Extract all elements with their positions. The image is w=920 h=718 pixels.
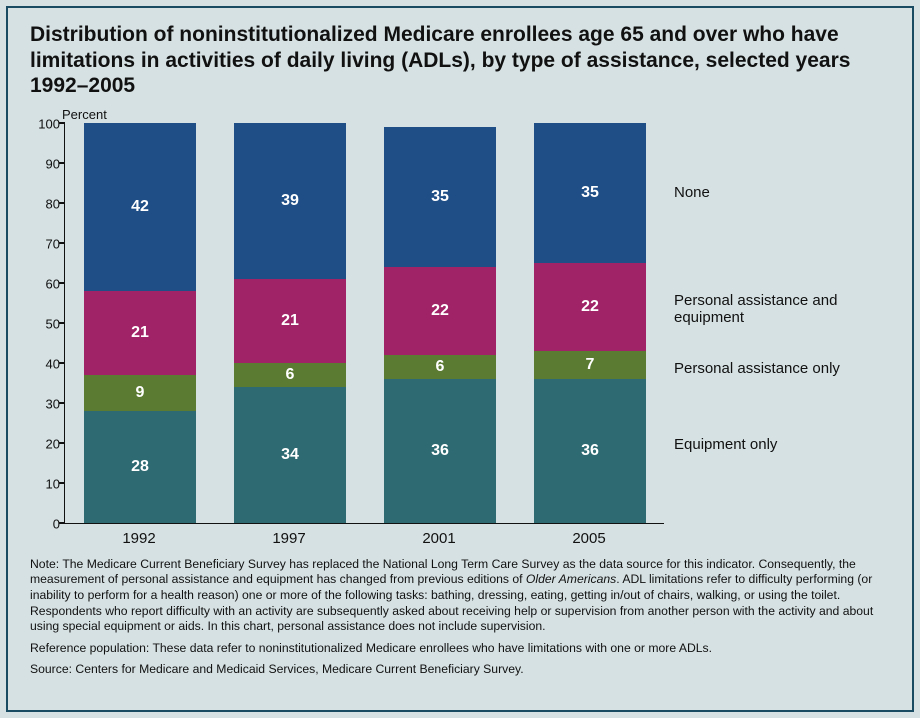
segment-personal_equip: 21 <box>84 291 196 375</box>
segment-equipment_only: 34 <box>234 387 346 523</box>
y-axis-label: Percent <box>62 107 890 122</box>
segment-personal_only: 6 <box>384 355 496 379</box>
chart-zone: 0102030405060708090100 28921423462139366… <box>30 124 890 524</box>
y-tick-label: 70 <box>46 236 60 251</box>
legend-item-personal_only: Personal assistance only <box>674 360 840 377</box>
segment-none: 35 <box>384 127 496 267</box>
y-axis: 0102030405060708090100 <box>30 124 64 524</box>
y-tick-mark <box>59 242 65 244</box>
footnotes: Note: The Medicare Current Beneficiary S… <box>30 557 890 684</box>
chart-frame: Distribution of noninstitutionalized Med… <box>6 6 914 712</box>
y-tick-mark <box>59 282 65 284</box>
segment-equipment_only: 36 <box>534 379 646 523</box>
y-tick-label: 20 <box>46 436 60 451</box>
y-tick-label: 100 <box>38 116 60 131</box>
legend: None Personal assistance and equipment Per… <box>664 124 890 524</box>
y-tick-label: 30 <box>46 396 60 411</box>
segment-none: 35 <box>534 123 646 263</box>
legend-item-none: None <box>674 184 710 201</box>
x-tick-label: 2001 <box>364 524 514 547</box>
y-tick-mark <box>59 202 65 204</box>
y-tick-mark <box>59 442 65 444</box>
y-tick-mark <box>59 122 65 124</box>
y-tick-label: 50 <box>46 316 60 331</box>
chart-title: Distribution of noninstitutionalized Med… <box>30 22 890 99</box>
segment-personal_only: 7 <box>534 351 646 379</box>
y-tick-label: 80 <box>46 196 60 211</box>
y-tick-mark <box>59 482 65 484</box>
segment-personal_equip: 22 <box>534 263 646 351</box>
bar-1997: 3462139 <box>234 123 346 523</box>
segment-none: 39 <box>234 123 346 279</box>
y-tick-label: 10 <box>46 476 60 491</box>
x-tick-label: 2005 <box>514 524 664 547</box>
segment-personal_equip: 21 <box>234 279 346 363</box>
y-tick-mark <box>59 162 65 164</box>
segment-personal_equip: 22 <box>384 267 496 355</box>
legend-item-personal_equip: Personal assistance and equipment <box>674 292 874 327</box>
segment-none: 42 <box>84 123 196 291</box>
y-tick-label: 60 <box>46 276 60 291</box>
y-tick-label: 90 <box>46 156 60 171</box>
segment-equipment_only: 36 <box>384 379 496 523</box>
x-axis: 1992199720012005 <box>64 524 664 547</box>
bar-1992: 2892142 <box>84 123 196 523</box>
x-tick-label: 1997 <box>214 524 364 547</box>
reference-text: Reference population: These data refer t… <box>30 641 890 657</box>
bar-2005: 3672235 <box>534 123 646 523</box>
segment-personal_only: 6 <box>234 363 346 387</box>
y-tick-mark <box>59 362 65 364</box>
segment-personal_only: 9 <box>84 375 196 411</box>
y-tick-label: 40 <box>46 356 60 371</box>
plot-area: 2892142346213936622353672235 <box>64 124 664 524</box>
x-tick-label: 1992 <box>64 524 214 547</box>
y-tick-mark <box>59 522 65 524</box>
legend-item-equipment_only: Equipment only <box>674 436 777 453</box>
segment-equipment_only: 28 <box>84 411 196 523</box>
bar-2001: 3662235 <box>384 127 496 523</box>
y-tick-mark <box>59 322 65 324</box>
note-text: Note: The Medicare Current Beneficiary S… <box>30 557 890 635</box>
source-text: Source: Centers for Medicare and Medicai… <box>30 662 890 678</box>
y-tick-mark <box>59 402 65 404</box>
y-tick-label: 0 <box>53 516 60 531</box>
